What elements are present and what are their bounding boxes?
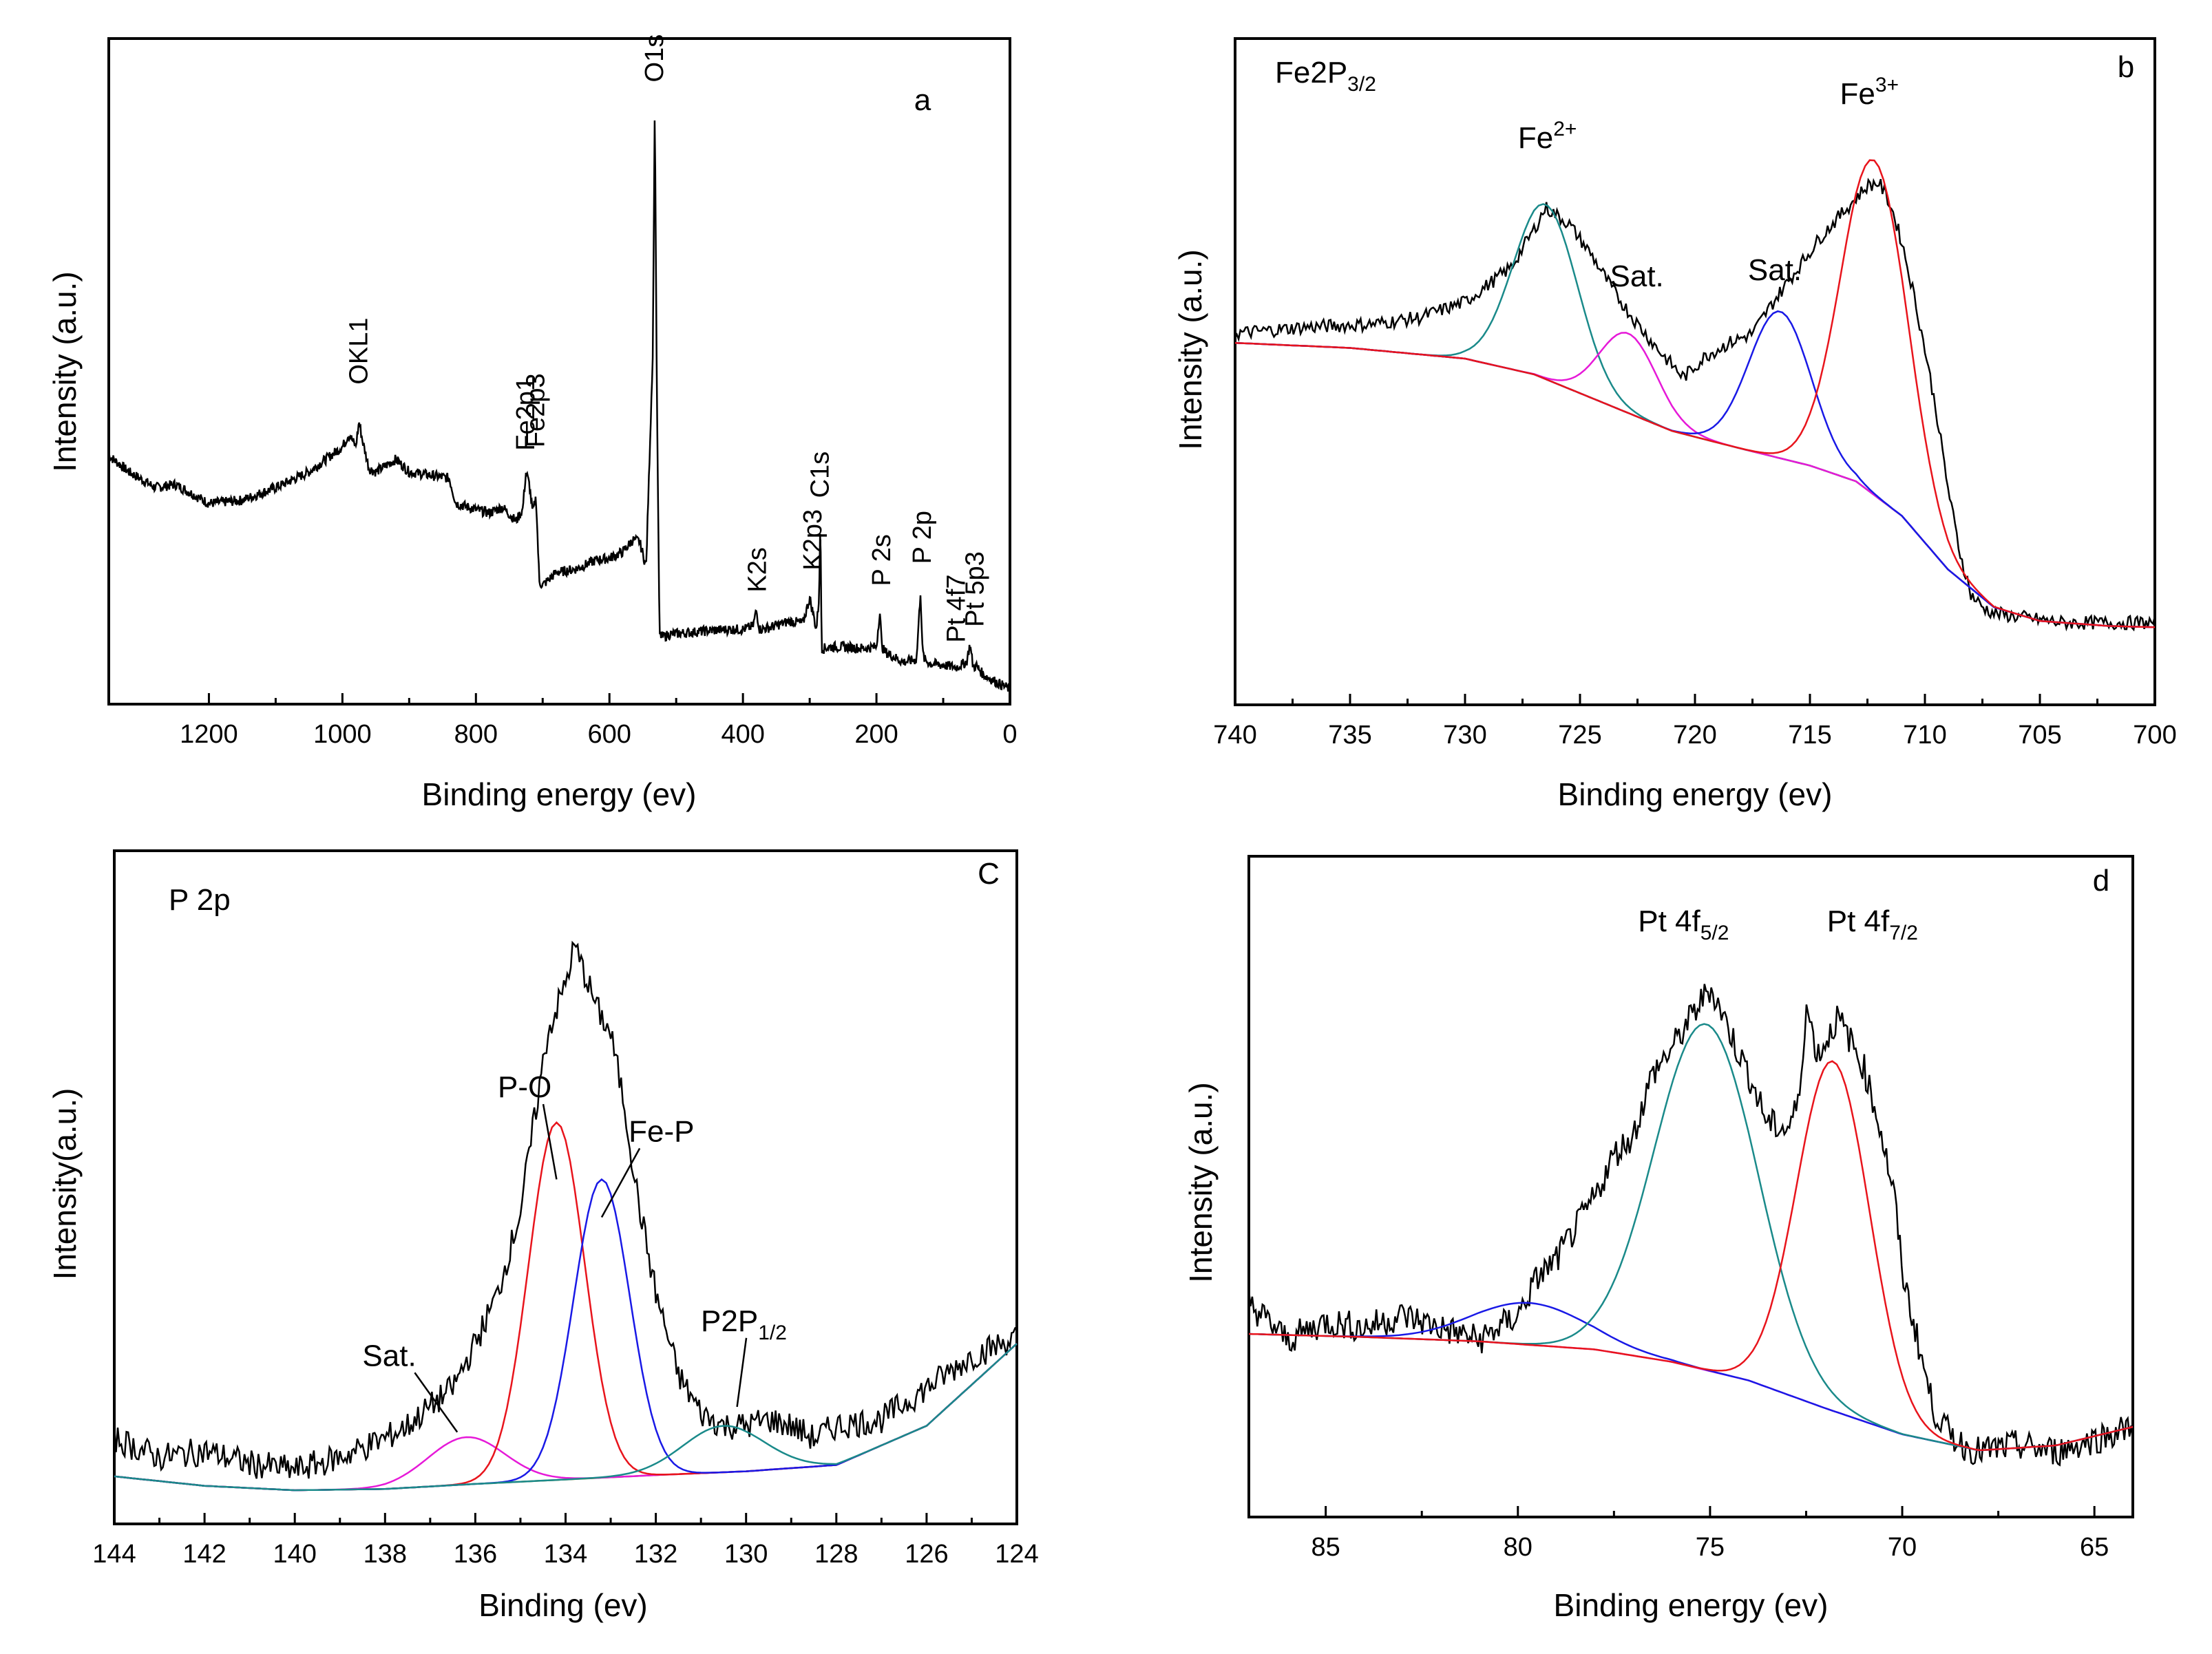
panel-a-xtick-label: 600	[588, 720, 631, 749]
panel-b-label: b	[2118, 50, 2134, 84]
panel-c-xtick-label: 134	[544, 1540, 587, 1569]
panel-b-fit-2	[1234, 332, 2156, 628]
panel-b-fit-label: Fe3+	[1840, 74, 1899, 111]
panel-b-background	[1234, 341, 2156, 628]
panel-c-ylabel: Intensity(a.u.)	[47, 1088, 83, 1280]
panel-d-xtick-label: 75	[1696, 1533, 1725, 1562]
panel-c-xlabel: Binding (ev)	[478, 1587, 647, 1623]
panel-b-fit-3	[1234, 310, 2156, 628]
panel-d-background	[1248, 1333, 2134, 1452]
panel-d-experimental	[1247, 984, 2134, 1467]
panel-b-xtick-label: 730	[1443, 721, 1486, 750]
panel-c-xtick-label: 132	[634, 1540, 677, 1569]
panel-a-peak-label: K2p3	[799, 509, 828, 571]
panel-c-fit-4	[114, 1343, 1018, 1492]
panel-b-xtick-label: 705	[2018, 721, 2061, 750]
panel-b-xtick-label: 700	[2133, 721, 2176, 750]
panel-c-fit-3	[114, 1178, 1018, 1492]
panel-b-title-sub: 3/2	[1347, 73, 1376, 96]
panel-b-fit-label: Sat.	[1748, 253, 1802, 287]
panel-b-xtick-label: 715	[1788, 721, 1831, 750]
panel-b-xtick-label: 710	[1903, 721, 1946, 750]
panel-a-peak-label: Pt 5p3	[961, 551, 990, 627]
panel-d-label: d	[2093, 864, 2109, 898]
panel-a-survey: a Binding energy (ev) Intensity (a.u.) 1…	[47, 34, 1018, 812]
panel-a-peak-label: Pt 4f7	[942, 575, 971, 643]
panel-c-fit-2	[114, 1121, 1018, 1492]
panel-b-xlabel: Binding energy (ev)	[1558, 776, 1833, 812]
panel-a-peak-label: C1s	[806, 452, 835, 498]
panel-c-xtick-label: 128	[814, 1540, 858, 1569]
panel-b-ylabel: Intensity (a.u.)	[1172, 249, 1208, 449]
panel-d-fit-label: Pt 4f5/2	[1638, 904, 1729, 944]
panel-b-xtick-label: 735	[1328, 721, 1371, 750]
panel-b-fit-4	[1234, 159, 2156, 628]
panel-d-fit-label: Pt 4f7/2	[1827, 904, 1918, 944]
panel-c-experimental	[113, 940, 1018, 1479]
panel-b-fit-label: Sat.	[1610, 259, 1664, 293]
panel-b-title: Fe2P3/2	[1275, 56, 1376, 96]
panel-b-title-main: Fe2P	[1275, 56, 1347, 89]
panel-c-xtick-label: 142	[182, 1540, 226, 1569]
panel-c-fit-label: Sat.	[362, 1339, 416, 1372]
panel-c-arrow	[736, 1337, 748, 1408]
panel-c-label: C	[978, 857, 1000, 891]
panel-b-xtick-label: 725	[1558, 721, 1601, 750]
panel-a-label: a	[914, 83, 931, 117]
panel-a-peak-label: P 2s	[867, 534, 896, 586]
panel-a-peak-label: O1s	[640, 34, 669, 83]
panel-d-xtick-label: 70	[1888, 1533, 1917, 1562]
panel-c-arrow	[600, 1147, 641, 1218]
panel-d-pt4f: d Binding energy (ev) Intensity (a.u.) 8…	[1183, 855, 2134, 1623]
panel-a-peak-label: Fe2p1	[512, 377, 540, 451]
panel-b-fe2p: b Fe2P3/2 Binding energy (ev) Intensity …	[1172, 37, 2177, 812]
panel-c-fit-label: P2P1/2	[701, 1304, 787, 1344]
panel-c-xtick-label: 126	[905, 1540, 948, 1569]
panel-a-xtick-label: 1200	[180, 720, 238, 749]
panel-c-xtick-label: 138	[364, 1540, 407, 1569]
panel-c-frame	[113, 849, 1018, 1525]
panel-c-arrow	[414, 1372, 459, 1433]
panel-c-xtick-label: 124	[995, 1540, 1038, 1569]
panel-a-peak-label: K2s	[743, 547, 772, 592]
panel-a-peak-label: OKL1	[345, 317, 374, 384]
panel-a-frame	[107, 37, 1011, 706]
panel-a-xtick-label: 1000	[313, 720, 372, 749]
panel-b-frame	[1234, 37, 2156, 706]
panel-d-xtick-label: 85	[1312, 1533, 1340, 1562]
panel-a-ylabel: Intensity (a.u.)	[47, 271, 83, 471]
panel-d-fit-2	[1248, 1023, 2134, 1452]
panel-a-xtick-label: 0	[1002, 720, 1017, 749]
panel-a-xtick-label: 800	[454, 720, 498, 749]
panel-b-xtick-label: 740	[1213, 721, 1256, 750]
panel-c-p2p: C P 2p Binding (ev) Intensity(a.u.) 144 1…	[47, 849, 1039, 1623]
panel-d-frame	[1247, 855, 2134, 1518]
panel-c-xtick-label: 140	[273, 1540, 316, 1569]
panel-d-ylabel: Intensity (a.u.)	[1183, 1082, 1219, 1282]
panel-c-xtick-label: 144	[92, 1540, 136, 1569]
panel-a-peak-label: P 2p	[908, 511, 937, 564]
panel-c-arrow	[542, 1103, 558, 1180]
panel-c-title: P 2p	[169, 883, 231, 917]
panel-b-fit-1	[1234, 203, 2156, 628]
panel-b-fit-label: Fe2+	[1518, 118, 1577, 155]
panel-a-peak-label: Fe2p3	[522, 373, 551, 447]
panel-c-xtick-label: 130	[724, 1540, 768, 1569]
panel-b-xtick-label: 720	[1673, 721, 1716, 750]
panel-d-xlabel: Binding energy (ev)	[1554, 1587, 1829, 1623]
panel-a-xlabel: Binding energy (ev)	[422, 776, 697, 812]
panel-a-xtick-label: 200	[854, 720, 898, 749]
panel-c-fit-label: P-O	[498, 1070, 551, 1104]
panel-b-experimental	[1234, 178, 2156, 632]
panel-a-spectrum	[108, 120, 1011, 692]
panel-c-xtick-label: 136	[454, 1540, 497, 1569]
panel-d-xtick-label: 80	[1504, 1533, 1532, 1562]
panel-a-xtick-label: 400	[721, 720, 764, 749]
panel-d-xtick-label: 65	[2080, 1533, 2109, 1562]
panel-c-fit-label: Fe-P	[629, 1114, 694, 1148]
panel-d-fit-3	[1248, 1060, 2134, 1452]
